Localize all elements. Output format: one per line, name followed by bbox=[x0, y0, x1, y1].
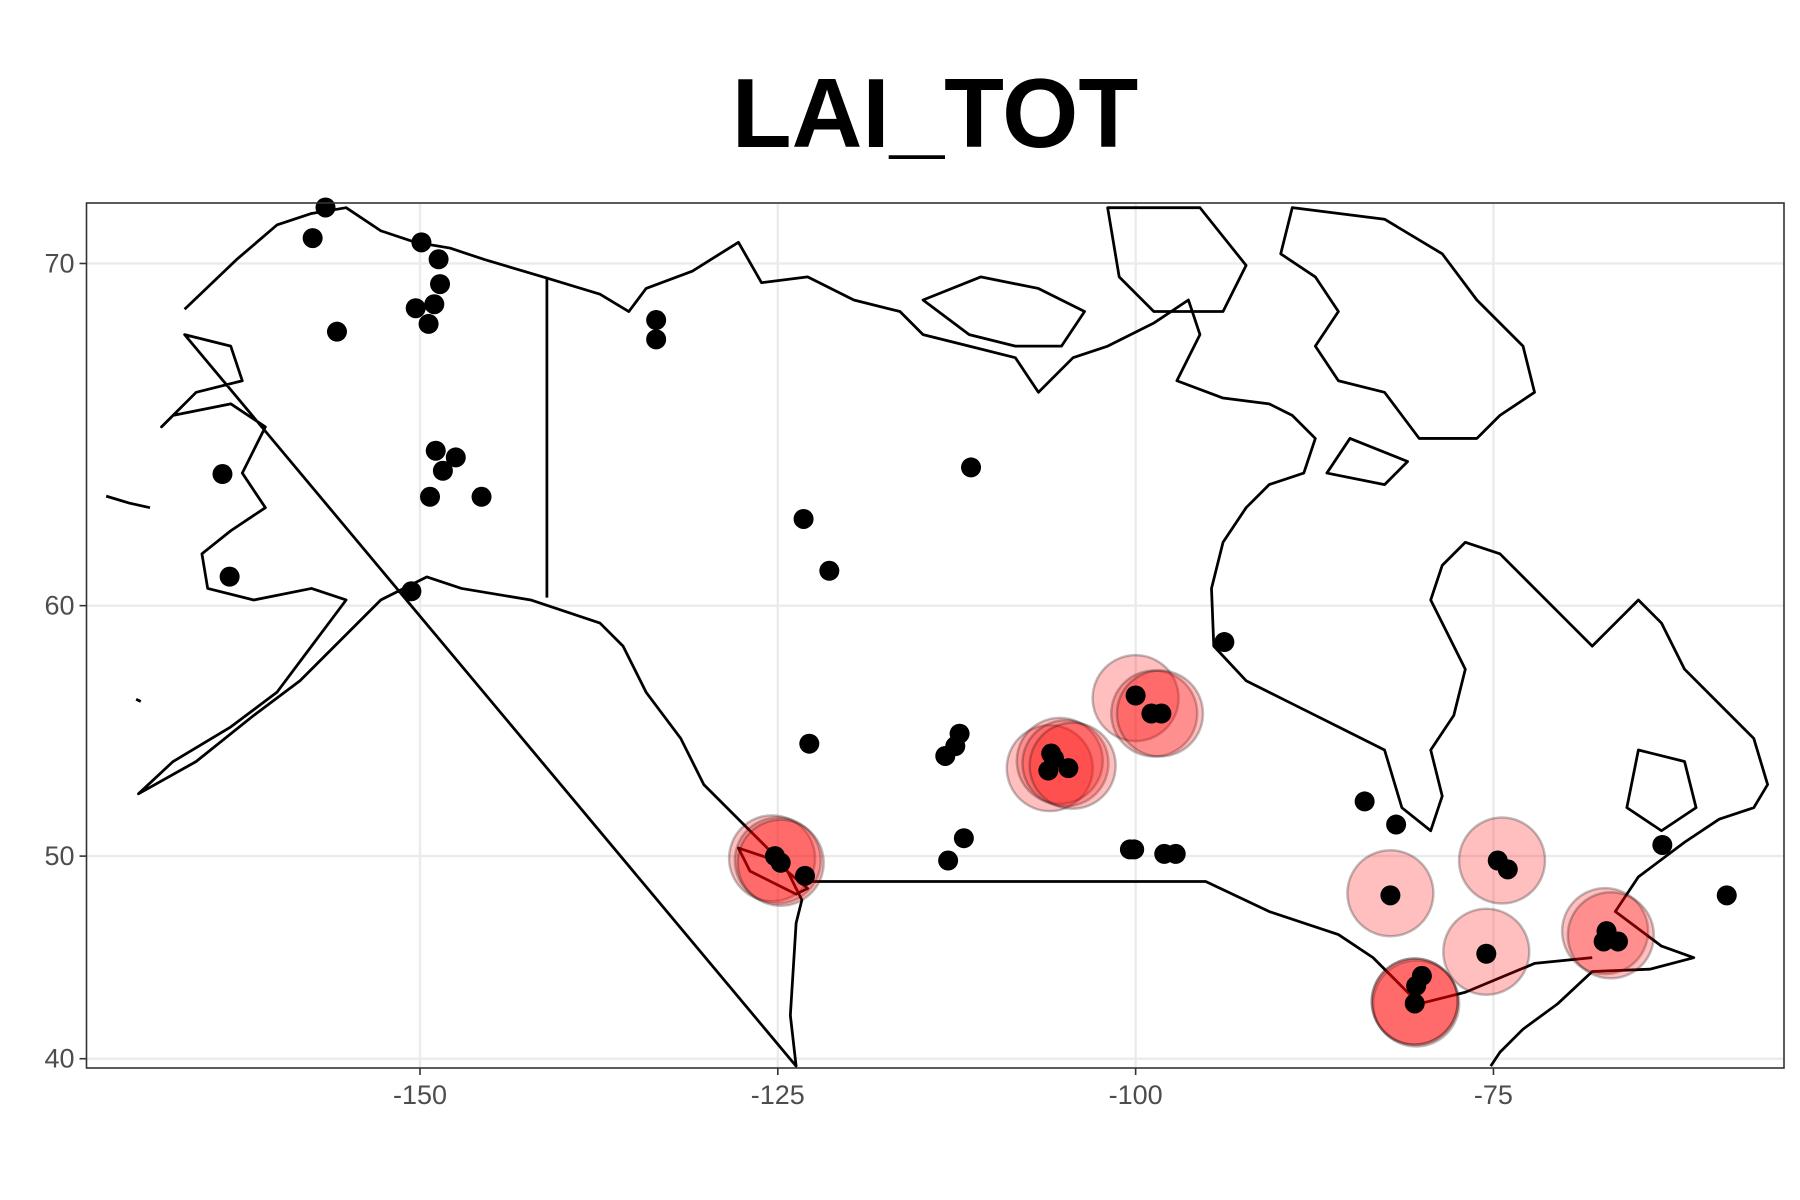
site-point bbox=[1354, 791, 1375, 812]
site-point bbox=[326, 321, 347, 342]
site-point bbox=[424, 294, 445, 315]
site-point bbox=[1165, 843, 1186, 864]
axes: -150 -125 -100 -75 40 50 60 70 bbox=[44, 248, 1513, 1110]
site-point bbox=[430, 274, 451, 295]
site-point bbox=[401, 581, 422, 602]
site-point bbox=[935, 745, 956, 766]
island-coast bbox=[105, 206, 1698, 896]
site-point bbox=[1041, 743, 1062, 764]
site-point bbox=[793, 508, 814, 529]
site-point bbox=[1497, 859, 1518, 880]
grid bbox=[86, 203, 1784, 1068]
x-tick-label: -150 bbox=[393, 1080, 447, 1110]
site-point bbox=[425, 440, 446, 461]
site-point bbox=[1380, 885, 1401, 906]
site-point bbox=[1607, 931, 1628, 952]
site-point bbox=[420, 486, 441, 507]
x-tick-label: -75 bbox=[1474, 1080, 1513, 1110]
site-point bbox=[1214, 632, 1235, 653]
site-point bbox=[212, 464, 233, 485]
marks bbox=[212, 197, 1737, 1048]
borders bbox=[545, 278, 1593, 1006]
site-point bbox=[770, 852, 791, 873]
site-point bbox=[1151, 703, 1172, 724]
site-point bbox=[1476, 943, 1497, 964]
site-point bbox=[315, 197, 336, 218]
site-point bbox=[418, 313, 439, 334]
x-tick-label: -125 bbox=[751, 1080, 805, 1110]
site-point bbox=[961, 457, 982, 478]
site-point bbox=[1058, 758, 1079, 779]
site-point bbox=[219, 566, 240, 587]
site-point bbox=[471, 486, 492, 507]
mainland-coast bbox=[137, 206, 1770, 1068]
y-tick-label: 60 bbox=[44, 591, 74, 621]
site-point bbox=[1406, 975, 1427, 996]
site-point bbox=[428, 249, 449, 270]
chart-title: LAI_TOT bbox=[732, 58, 1139, 168]
site-point bbox=[1386, 814, 1407, 835]
site-point bbox=[1716, 885, 1737, 906]
site-point bbox=[432, 460, 453, 481]
site-point bbox=[1404, 993, 1425, 1014]
coastlines bbox=[105, 206, 1770, 1068]
site-point bbox=[1125, 685, 1146, 706]
site-point bbox=[302, 228, 323, 249]
site-point bbox=[799, 733, 820, 754]
site-point bbox=[445, 447, 466, 468]
site-point bbox=[405, 298, 426, 319]
site-point bbox=[795, 865, 816, 886]
site-point bbox=[646, 329, 667, 350]
site-point bbox=[411, 232, 432, 253]
site-point bbox=[938, 850, 959, 871]
site-point bbox=[1652, 834, 1673, 855]
site-point bbox=[646, 310, 667, 331]
panel-border bbox=[85, 202, 1785, 1069]
site-point bbox=[953, 828, 974, 849]
site-point bbox=[1038, 760, 1059, 781]
y-tick-label: 70 bbox=[44, 248, 74, 278]
site-point bbox=[819, 560, 840, 581]
y-tick-label: 50 bbox=[44, 841, 74, 871]
panel bbox=[86, 203, 1784, 1068]
y-tick-label: 40 bbox=[44, 1044, 74, 1074]
site-point bbox=[1124, 839, 1145, 860]
x-tick-label: -100 bbox=[1109, 1080, 1163, 1110]
site-point bbox=[1593, 931, 1614, 952]
